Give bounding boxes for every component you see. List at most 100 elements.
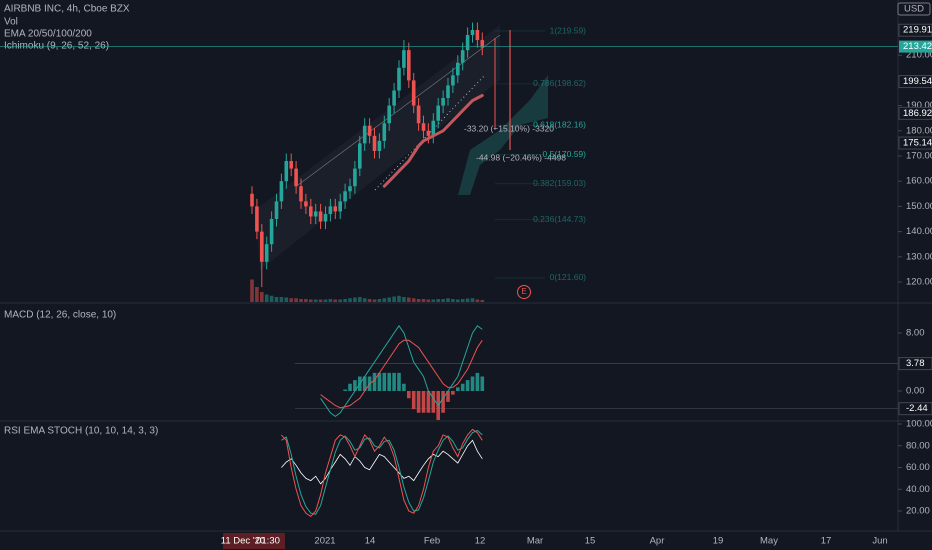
candle-body [358,143,362,169]
volume-bar [407,297,411,302]
price-tag [898,106,932,120]
candle-body [318,211,323,222]
volume-bar [377,299,382,302]
candle-body [421,123,426,131]
volume-bar [431,299,436,302]
candle-body [323,213,328,222]
time-label: May [760,536,778,547]
time-label: 15 [585,536,596,547]
macd-hist [475,372,480,391]
last-price-label: 213.42 [903,41,932,52]
y-tick-label: 210.00 [906,50,932,61]
candle-body [299,186,303,202]
candle-body [264,244,269,262]
candle-body [338,201,342,212]
candle-body [255,206,259,232]
macd-hist [456,387,460,391]
volume-bar [392,296,396,302]
volume-bar [416,299,421,302]
volume-bar [397,295,401,302]
y-tick-label: 180.00 [906,125,932,136]
earnings-label[interactable]: E [521,287,526,296]
time-highlight [223,533,285,549]
candle-body [367,125,372,136]
candle-body [353,168,357,187]
macd-hist [407,391,411,399]
candle-body [250,193,254,207]
volume-bar [382,298,387,302]
macd-hist [480,376,485,391]
value-tag [898,357,932,371]
macd-hist [451,391,455,395]
time-label: Mar [527,536,543,547]
currency: USD [904,4,924,15]
earnings-marker[interactable] [517,285,531,299]
candle-body [446,85,450,99]
volume-bar [333,299,338,302]
indicator: EMA 20/50/100/200 [4,29,92,40]
dotted-line [374,74,486,191]
volume-bar [387,297,391,302]
candle-body [402,50,406,68]
ichimoku-cloud [458,75,548,195]
volume-bar [426,299,431,302]
macd-hist [465,380,470,391]
fib-label: 0.5(170.59) [543,149,587,159]
price-tag [898,136,932,150]
y-tick-label: 120.00 [906,277,932,288]
time-label: Jun [872,536,887,547]
channel-line [297,34,501,186]
volume-bar [353,297,357,302]
volume-bar [451,299,455,302]
candle-body [284,161,289,182]
candle-body [416,105,421,124]
symbol: AIRBNB INC, 4h, Cboe BZX [4,4,130,15]
macd-hist [353,380,357,391]
candle-body [460,50,465,63]
volume-bar [456,299,460,302]
candle-body [480,40,485,48]
candle-body [426,130,431,136]
rsi-title: RSI EMA STOCH (10, 10, 14, 3, 3) [4,426,158,437]
y-tick-label: 140.00 [906,226,932,237]
y-tick-label: 150.00 [906,201,932,212]
volume-bar [269,295,274,302]
time-label: 19 [713,536,724,547]
macd-hist [460,383,465,391]
macd-hist [387,372,391,391]
volume-bar [367,299,372,302]
macd-hist [421,391,426,413]
candle-body [348,186,352,192]
y-tick-label: 160.00 [906,176,932,187]
candle-body [387,105,391,124]
time-label: 11 Dec '20 [221,536,265,547]
volume-bar [250,279,254,302]
macd-hist [416,391,421,413]
value-tag-label: 3.78 [906,358,925,369]
macd-hist [348,383,352,391]
candle-body [436,105,440,121]
candle-body [411,80,416,106]
price-tag-label: 175.14 [903,138,932,149]
volume-bar [323,299,328,302]
rsi-line [281,439,483,485]
fib-label: 0.786(198.62) [533,78,586,88]
value-tag [898,402,932,416]
fib-label: 0.382(159.03) [533,178,586,188]
annotation: -44.98 (−20.46%) -4498 [476,152,566,162]
candle-body [304,201,308,207]
signal-line [320,339,483,409]
macd-title: MACD (12, 26, close, 10) [4,310,116,321]
candle-body [289,161,293,169]
volume-bar [299,299,303,302]
candle-body [372,135,377,151]
macd-hist [343,389,347,391]
volume-bar [279,297,284,302]
value-tag-label: -2.44 [906,403,928,414]
macd-hist [431,391,436,413]
macd-hist [392,372,396,391]
candle-body [441,98,445,106]
candle-body [269,219,274,245]
y-tick-label: 100.00 [906,419,932,430]
